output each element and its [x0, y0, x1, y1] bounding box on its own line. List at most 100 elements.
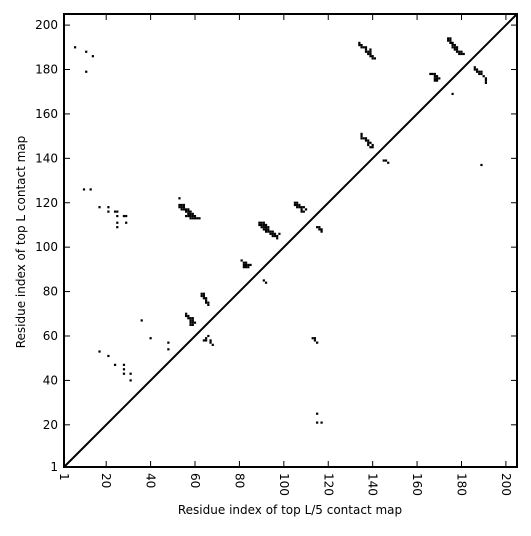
contact-point: [178, 197, 181, 200]
contact-point: [304, 208, 308, 211]
contact-point: [460, 50, 463, 53]
contact-point: [244, 263, 248, 267]
contact-point: [316, 421, 319, 424]
x-tick-label: 120: [321, 473, 335, 496]
x-axis-label: Residue index of top L/5 contact map: [178, 503, 402, 517]
y-tick-label: 40: [43, 373, 58, 387]
contact-point: [262, 279, 265, 282]
contact-point: [293, 201, 297, 204]
x-tick-label: 40: [144, 473, 158, 488]
contact-point: [264, 230, 268, 233]
contact-point: [260, 226, 263, 229]
contact-point: [484, 81, 488, 84]
contact-point: [449, 41, 452, 44]
contact-point: [311, 337, 314, 340]
contact-point: [360, 137, 363, 140]
contact-point: [122, 214, 126, 218]
contact-point: [367, 143, 370, 147]
contact-point: [298, 203, 301, 207]
contact-point: [178, 206, 181, 209]
contact-point: [262, 228, 265, 231]
contact-point: [191, 317, 194, 320]
contact-point: [455, 46, 459, 49]
contact-point: [247, 266, 250, 269]
contact-point: [189, 217, 192, 220]
contact-point: [191, 321, 194, 324]
contact-point: [182, 203, 186, 207]
contact-point: [484, 79, 488, 82]
contact-point: [189, 319, 192, 322]
y-tick-label: 100: [35, 240, 58, 254]
contact-point: [242, 266, 245, 269]
contact-point: [384, 159, 388, 162]
contact-point: [185, 314, 188, 318]
contact-point: [296, 201, 299, 204]
contact-point: [480, 70, 483, 73]
contact-point: [382, 159, 385, 162]
y-tick-label: 160: [35, 107, 58, 121]
contact-point: [187, 317, 190, 320]
contact-point: [364, 50, 368, 53]
contact-point: [193, 321, 197, 324]
contact-point: [269, 230, 272, 233]
contact-point: [180, 206, 183, 209]
contact-point: [369, 146, 372, 149]
contact-point: [367, 52, 370, 56]
contact-points: [73, 37, 488, 424]
contact-point: [316, 341, 319, 344]
contact-point: [116, 214, 119, 218]
contact-point: [82, 188, 86, 191]
contact-point: [473, 66, 476, 69]
contact-point: [462, 52, 465, 56]
x-tick-label: 140: [366, 473, 380, 496]
contact-point: [447, 37, 450, 40]
contact-point: [435, 77, 439, 80]
contact-point: [433, 79, 436, 82]
contact-point: [362, 46, 365, 49]
contact-point: [262, 223, 265, 227]
contact-point: [202, 297, 206, 300]
contact-point: [273, 234, 277, 238]
contact-point: [358, 43, 361, 47]
contact-point: [358, 41, 361, 44]
contact-point: [455, 50, 459, 53]
contact-point: [264, 223, 268, 227]
contact-point: [113, 210, 117, 213]
contact-point: [185, 210, 188, 213]
contact-point: [369, 141, 372, 144]
contact-point: [264, 281, 268, 284]
contact-point: [484, 77, 488, 80]
contact-point: [320, 228, 323, 231]
contact-point: [107, 354, 110, 358]
contact-point: [180, 208, 183, 211]
contact-point: [122, 368, 126, 371]
contact-point: [189, 317, 192, 320]
contact-point: [449, 39, 452, 42]
diagonal-line: [63, 13, 518, 468]
contact-point: [387, 161, 390, 164]
contact-point: [182, 206, 186, 209]
contact-point: [316, 412, 319, 415]
contact-point: [369, 48, 372, 51]
contact-point: [107, 206, 110, 209]
contact-point: [262, 221, 265, 224]
contact-point: [140, 319, 143, 322]
y-axis-label: Residue index of top L contact map: [14, 136, 28, 349]
contact-point: [453, 48, 456, 51]
contact-point: [364, 137, 368, 140]
contact-point: [360, 132, 363, 136]
contact-point: [189, 323, 192, 326]
contact-point: [320, 230, 323, 233]
contact-point: [205, 299, 208, 302]
contact-point: [167, 348, 170, 351]
contact-point: [129, 372, 132, 375]
contact-point: [364, 139, 368, 142]
contact-point: [244, 261, 248, 264]
contact-point: [302, 210, 305, 213]
contact-point: [475, 68, 479, 71]
contact-point: [196, 217, 199, 220]
contact-point: [433, 75, 436, 78]
contact-point: [149, 337, 152, 340]
contact-point: [191, 323, 194, 326]
